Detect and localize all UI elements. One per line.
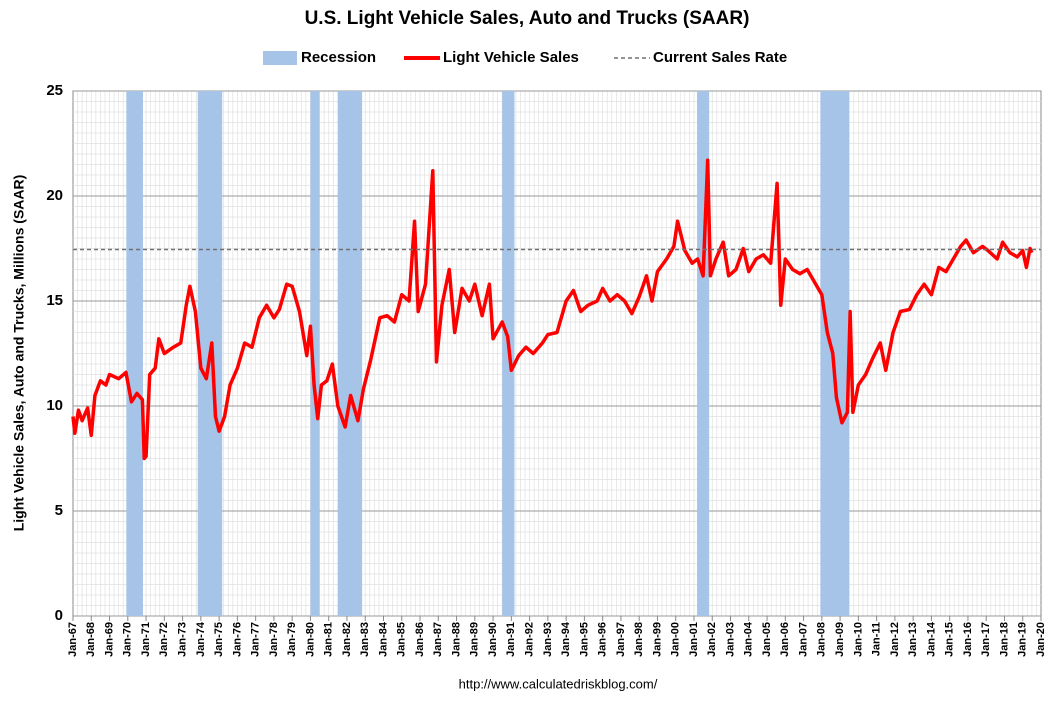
- y-tick-label: 25: [46, 82, 63, 99]
- y-tick-label: 10: [46, 397, 63, 414]
- x-tick-label: Jan-98: [633, 622, 645, 657]
- x-tick-label: Jan-77: [250, 622, 262, 657]
- x-tick-label: Jan-89: [469, 622, 481, 657]
- x-tick-label: Jan-07: [797, 622, 809, 657]
- x-tick-label: Jan-67: [67, 622, 79, 657]
- x-tick-label: Jan-08: [816, 622, 828, 657]
- x-tick-label: Jan-11: [871, 622, 883, 656]
- sales-line: [71, 158, 1034, 461]
- source: http://www.calculatedriskblog.com/: [459, 676, 658, 691]
- x-tick-label: Jan-06: [779, 622, 791, 657]
- x-tick-label: Jan-10: [852, 622, 864, 657]
- x-tick-label: Jan-81: [323, 622, 335, 657]
- x-tick-label: Jan-15: [944, 622, 956, 657]
- x-tick-label: Jan-93: [542, 622, 554, 657]
- x-tick-label: Jan-20: [1035, 622, 1047, 657]
- x-tick-label: Jan-88: [450, 622, 462, 657]
- x-tick-label: Jan-09: [834, 622, 846, 657]
- legend-label: Light Vehicle Sales: [443, 49, 579, 66]
- x-tick-label: Jan-05: [761, 622, 773, 657]
- legend-label: Recession: [301, 49, 376, 66]
- x-tick-label: Jan-85: [396, 622, 408, 657]
- x-tick-label: Jan-80: [304, 622, 316, 657]
- x-tick-label: Jan-95: [578, 622, 590, 657]
- x-tick-label: Jan-94: [560, 621, 572, 657]
- x-tick-label: Jan-82: [341, 622, 353, 657]
- x-tick-label: Jan-99: [651, 622, 663, 657]
- recession-band: [126, 91, 143, 616]
- x-tick-label: Jan-19: [1017, 622, 1029, 657]
- y-tick-label: 15: [46, 292, 63, 309]
- x-tick-label: Jan-18: [998, 622, 1010, 657]
- x-tick-label: Jan-86: [414, 622, 426, 657]
- x-tick-label: Jan-83: [359, 622, 371, 657]
- y-tick-label: 20: [46, 187, 63, 204]
- recession-band: [820, 91, 850, 616]
- x-tick-label: Jan-96: [597, 622, 609, 657]
- x-tick-label: Jan-03: [724, 622, 736, 657]
- x-tick-label: Jan-00: [670, 622, 682, 657]
- x-tick-label: Jan-78: [268, 622, 280, 657]
- x-tick-label: Jan-01: [688, 622, 700, 657]
- x-tick-label: Jan-79: [286, 622, 298, 657]
- x-tick-label: Jan-90: [487, 622, 499, 657]
- x-tick-label: Jan-02: [706, 622, 718, 657]
- y-axis-label: Light Vehicle Sales, Auto and Trucks, Mi…: [11, 175, 27, 532]
- x-tick-label: Jan-74: [195, 621, 207, 657]
- recession-band: [337, 91, 363, 616]
- legend-swatch: [263, 51, 297, 65]
- recession-band: [310, 91, 320, 616]
- x-tick-label: Jan-91: [505, 622, 517, 657]
- x-tick-label: Jan-69: [103, 622, 115, 657]
- x-tick-label: Jan-16: [962, 622, 974, 657]
- y-tick-label: 5: [55, 502, 63, 519]
- x-tick-label: Jan-68: [85, 622, 97, 657]
- x-tick-label: Jan-73: [176, 622, 188, 657]
- x-tick-label: Jan-17: [980, 622, 992, 657]
- x-tick-label: Jan-92: [524, 622, 536, 657]
- x-tick-label: Jan-71: [140, 622, 152, 657]
- x-tick-label: Jan-87: [432, 622, 444, 657]
- chart-title: U.S. Light Vehicle Sales, Auto and Truck…: [305, 8, 750, 29]
- y-tick-label: 0: [55, 607, 63, 624]
- x-tick-label: Jan-12: [889, 622, 901, 657]
- x-tick-label: Jan-04: [743, 621, 755, 657]
- x-tick-label: Jan-70: [122, 622, 134, 657]
- x-tick-label: Jan-97: [615, 622, 627, 657]
- x-tick-label: Jan-84: [377, 621, 389, 657]
- x-tick-label: Jan-72: [158, 622, 170, 657]
- x-tick-label: Jan-75: [213, 622, 225, 657]
- x-tick-label: Jan-14: [925, 621, 937, 657]
- x-tick-label: Jan-13: [907, 622, 919, 657]
- legend-label: Current Sales Rate: [653, 49, 787, 66]
- x-tick-label: Jan-76: [231, 622, 243, 657]
